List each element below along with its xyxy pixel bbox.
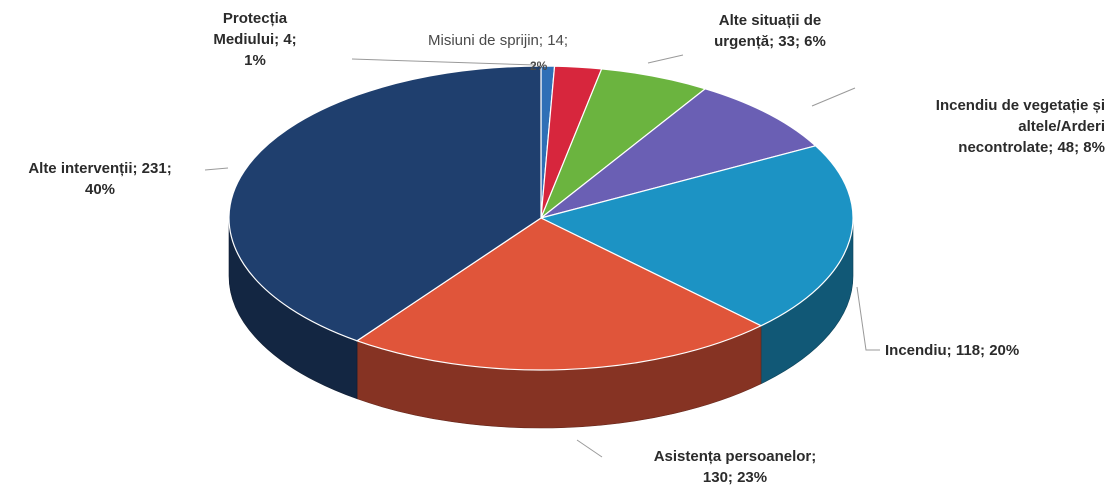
pie-slice-4 [539,145,854,327]
leader-line-5 [204,167,229,171]
pie-slice-5 [355,217,763,371]
slice-label-protectia-mediului: Protecția Mediului; 4; 1% [213,10,297,69]
leader-line-4 [576,439,603,458]
slice-label-alte-interventii: Alte intervenții; 231; 40% [28,160,172,198]
slice-label-incendiu-vegetatie: Incendiu de vegetație și altele/Arderi n… [935,97,1105,156]
slice-label-misiuni-percent: 2% [530,59,548,73]
pie-slice-3 [540,88,817,219]
leader-line-2 [811,87,856,107]
leader-line-1 [647,54,684,64]
leader-line-3 [856,286,880,351]
slice-label-misiuni-de-sprijin: Misiuni de sprijin; 14; [428,32,569,49]
slice-label-incendiu: Incendiu; 118; 20% [885,342,1020,359]
leader-line-0 [351,58,537,66]
slice-label-asistenta-persoanelor: Asistența persoanelor; 130; 23% [653,448,817,486]
pie-slice-6 [228,65,542,342]
slice-label-alte-situatii: Alte situații de urgență; 33; 6% [714,12,826,50]
